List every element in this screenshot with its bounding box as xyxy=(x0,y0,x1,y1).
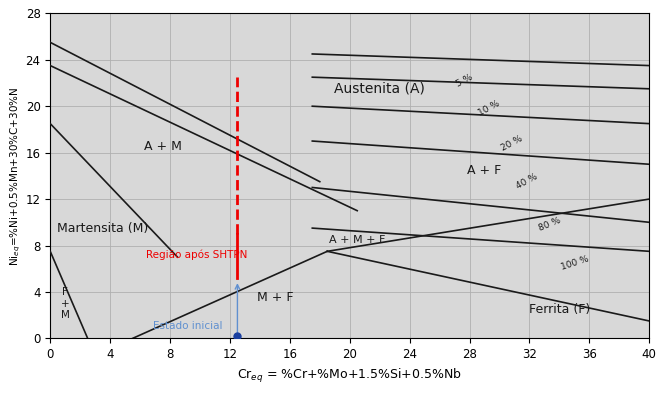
Y-axis label: Ni$_{eq}$=%Ni+0.5%Mn+30%C+30%N: Ni$_{eq}$=%Ni+0.5%Mn+30%C+30%N xyxy=(9,86,23,266)
Text: A + M + F: A + M + F xyxy=(329,235,386,245)
Text: Austenita (A): Austenita (A) xyxy=(334,82,425,96)
Text: 100 %: 100 % xyxy=(559,254,589,272)
Text: Ferrita (F): Ferrita (F) xyxy=(529,303,590,316)
Text: 10 %: 10 % xyxy=(477,99,501,118)
Text: M + F: M + F xyxy=(257,291,293,304)
Text: Região após SHTPN: Região após SHTPN xyxy=(146,250,247,260)
Text: 20 %: 20 % xyxy=(499,134,524,153)
Text: 40 %: 40 % xyxy=(515,172,539,191)
Text: Estado inicial: Estado inicial xyxy=(153,321,223,331)
Text: F
+
M: F + M xyxy=(61,287,70,320)
Text: 5 %: 5 % xyxy=(455,73,474,89)
Text: Martensita (M): Martensita (M) xyxy=(57,222,148,235)
Text: A + F: A + F xyxy=(467,163,501,176)
Text: 80 %: 80 % xyxy=(537,216,562,233)
X-axis label: Cr$_{eq}$ = %Cr+%Mo+1.5%Si+0.5%Nb: Cr$_{eq}$ = %Cr+%Mo+1.5%Si+0.5%Nb xyxy=(237,367,462,385)
Text: A + M: A + M xyxy=(144,140,182,153)
